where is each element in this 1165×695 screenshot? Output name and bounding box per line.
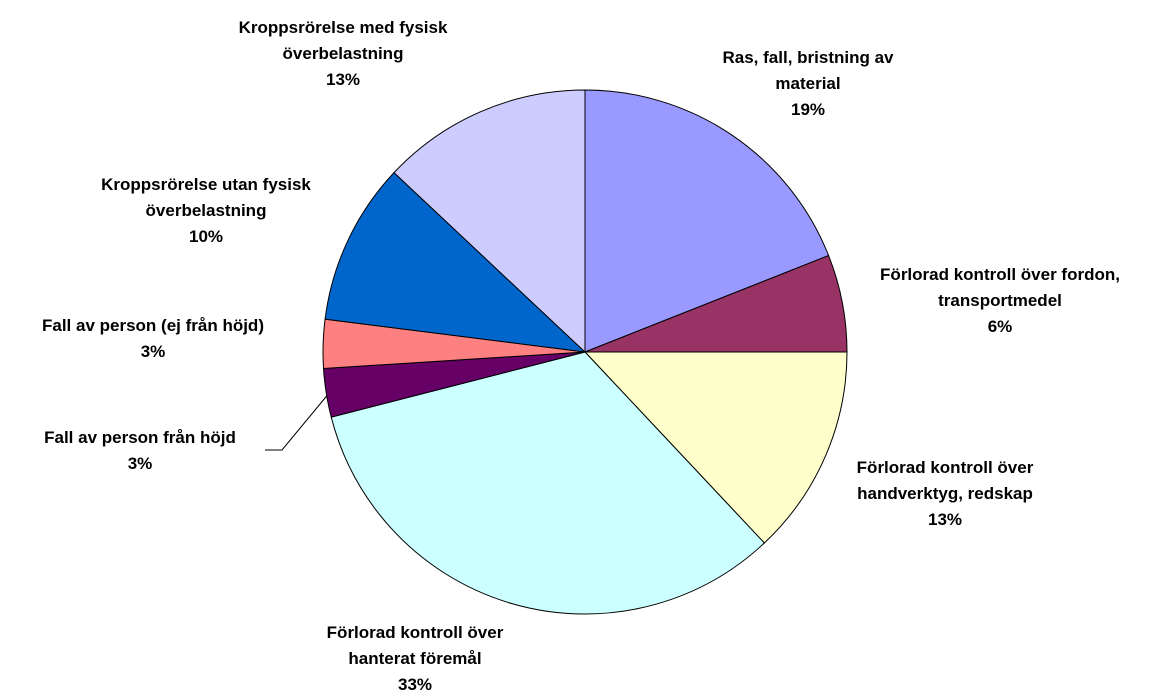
- slice-label: Fall av person (ej från höjd) 3%: [3, 313, 303, 365]
- slice-label: Förlorad kontroll över hanterat föremål 3…: [295, 620, 535, 695]
- slice-name: Fall av person från höjd: [44, 428, 236, 447]
- pie-slice: [324, 171, 587, 353]
- slice-value: 3%: [127, 454, 153, 473]
- slice-label: Fall av person från höjd 3%: [10, 425, 270, 477]
- slice-name: Förlorad kontroll över fordon, transport…: [880, 265, 1120, 310]
- slice-name: Kroppsrörelse med fysisk överbelastning: [238, 18, 448, 63]
- slice-name: Fall av person (ej från höjd): [42, 316, 264, 335]
- pie-slice: [583, 351, 848, 544]
- pie-slice: [393, 89, 586, 354]
- slice-label: Förlorad kontroll över fordon, transport…: [850, 262, 1150, 340]
- slice-name: Förlorad kontroll över hanterat föremål: [326, 623, 504, 668]
- slice-value: 13%: [325, 70, 361, 89]
- slice-value: 19%: [790, 100, 826, 119]
- slice-value: 13%: [927, 510, 963, 529]
- slice-name: Ras, fall, bristning av material: [722, 48, 894, 93]
- pie-slice: [584, 89, 830, 353]
- slice-name: Kroppsrörelse utan fysisk överbelastning: [101, 175, 311, 220]
- slice-value: 10%: [188, 227, 224, 246]
- slice-label: Kroppsrörelse utan fysisk överbelastning…: [71, 172, 341, 250]
- leader-line: [265, 391, 331, 451]
- slice-name: Förlorad kontroll över handverktyg, reds…: [856, 458, 1034, 503]
- pie-slice: [330, 351, 766, 615]
- slice-value: 33%: [397, 675, 433, 694]
- slice-value: 3%: [140, 342, 166, 361]
- slice-label: Kroppsrörelse med fysisk överbelastning 1…: [213, 15, 473, 93]
- slice-value: 6%: [987, 317, 1013, 336]
- slice-label: Ras, fall, bristning av material 19%: [698, 45, 918, 123]
- slice-label: Förlorad kontroll över handverktyg, reds…: [825, 455, 1065, 533]
